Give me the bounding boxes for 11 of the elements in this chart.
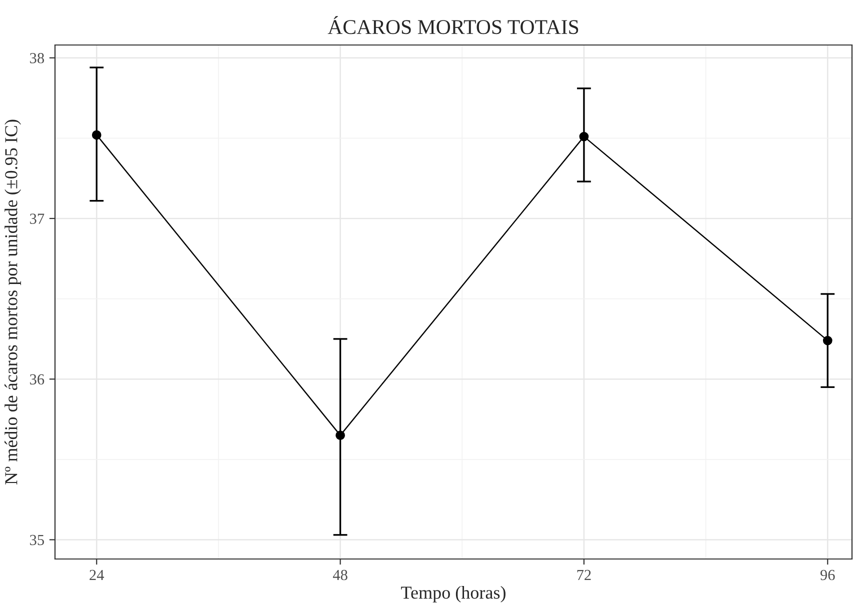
chart-title: ÁCAROS MORTOS TOTAIS — [328, 16, 578, 34]
x-tick-label: 24 — [90, 570, 104, 580]
x-tick-label: 96 — [820, 570, 835, 580]
y-tick-label: 36 — [30, 374, 44, 385]
y-tick-label: 37 — [30, 214, 44, 224]
y-tick-label: 35 — [30, 534, 44, 546]
x-tick-label: 48 — [332, 570, 348, 580]
x-tick-label: 72 — [577, 570, 591, 580]
y-tick-label: 38 — [30, 52, 44, 64]
x-axis-title: Tempo (horas) — [401, 586, 506, 602]
y-axis-title: Nº médio de ácaros mortos por unidade (±0.95 IC) — [4, 120, 21, 484]
